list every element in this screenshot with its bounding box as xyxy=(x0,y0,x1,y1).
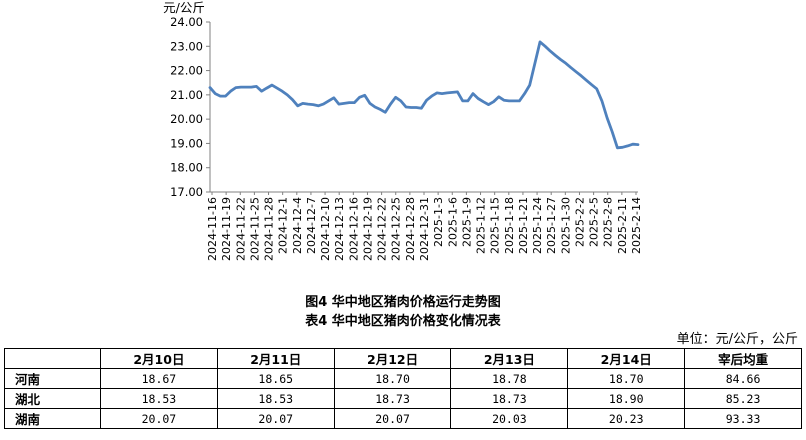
x-tick-label: 2025-1-27 xyxy=(545,197,558,254)
price-table: 2月10日 2月11日 2月12日 2月13日 2月14日 宰后均重 河南 18… xyxy=(4,348,802,429)
header-cell xyxy=(4,348,101,369)
x-tick-label: 2025-1-6 xyxy=(446,197,459,247)
weight-cell: 85.23 xyxy=(684,388,802,409)
x-tick-label: 2024-11-19 xyxy=(220,197,233,261)
y-tick-label: 19.00 xyxy=(170,136,203,150)
price-cell: 18.73 xyxy=(333,388,452,409)
x-tick-label: 2024-12-10 xyxy=(319,197,332,261)
y-tick-label: 24.00 xyxy=(170,15,203,29)
x-tick-label: 2024-12-16 xyxy=(347,197,360,261)
price-cell: 18.67 xyxy=(100,368,218,389)
price-cell: 20.07 xyxy=(216,408,335,429)
x-tick-label: 2024-11-28 xyxy=(263,197,276,261)
table-header-row: 2月10日 2月11日 2月12日 2月13日 2月14日 宰后均重 xyxy=(4,348,802,369)
province-name: 湖南 xyxy=(4,408,101,429)
price-cell: 18.53 xyxy=(216,388,335,409)
weight-cell: 84.66 xyxy=(684,368,802,389)
x-tick-label: 2024-12-28 xyxy=(404,197,417,261)
x-tick-label: 2024-11-22 xyxy=(234,197,247,261)
x-tick-label: 2025-1-12 xyxy=(475,197,488,254)
province-name: 湖北 xyxy=(4,388,101,409)
y-tick-label: 17.00 xyxy=(170,185,203,199)
price-cell: 18.90 xyxy=(567,388,686,409)
header-cell: 2月14日 xyxy=(567,348,686,369)
x-tick-label: 2025-2-11 xyxy=(616,197,629,254)
price-cell: 18.70 xyxy=(567,368,686,389)
y-tick-label: 21.00 xyxy=(170,88,203,102)
x-tick-label: 2024-12-25 xyxy=(390,197,403,261)
price-cell: 18.65 xyxy=(216,368,335,389)
y-tick-label: 20.00 xyxy=(170,112,203,126)
x-tick-label: 2024-11-16 xyxy=(206,197,219,261)
table-row: 河南 18.67 18.65 18.70 18.78 18.70 84.66 xyxy=(4,368,802,389)
x-tick-label: 2025-1-15 xyxy=(489,197,502,254)
price-cell: 20.07 xyxy=(333,408,452,429)
x-tick-label: 2024-12-1 xyxy=(277,197,290,254)
x-tick-label: 2025-1-3 xyxy=(432,197,445,247)
x-tick-label: 2025-1-18 xyxy=(503,197,516,254)
price-series-line xyxy=(208,40,640,150)
x-tick-label: 2024-11-25 xyxy=(248,197,261,261)
x-tick-label: 2024-12-19 xyxy=(361,197,374,261)
header-cell: 2月13日 xyxy=(450,348,569,369)
province-name: 河南 xyxy=(4,368,101,389)
y-tick-label: 22.00 xyxy=(170,64,203,78)
table-row: 湖南 20.07 20.07 20.07 20.03 20.23 93.33 xyxy=(4,408,802,429)
weight-cell: 93.33 xyxy=(684,408,802,429)
price-cell: 20.23 xyxy=(567,408,686,429)
x-tick-label: 2025-2-8 xyxy=(602,197,615,247)
price-cell: 20.07 xyxy=(100,408,218,429)
price-trend-chart: 17.00 18.00 19.00 20.00 21.00 22.00 23.00 24.00… xyxy=(163,0,643,261)
price-cell: 18.53 xyxy=(100,388,218,409)
figure-caption: 图4 华中地区猪肉价格运行走势图 xyxy=(305,295,501,310)
table-row: 湖北 18.53 18.53 18.73 18.73 18.90 85.23 xyxy=(4,388,802,409)
unit-note: 单位：元/公斤，公斤 xyxy=(676,332,798,347)
price-cell: 18.70 xyxy=(333,368,452,389)
x-tick-label: 2025-1-21 xyxy=(517,197,530,254)
header-cell: 2月10日 xyxy=(100,348,218,369)
y-tick-label: 23.00 xyxy=(170,39,203,53)
x-tick-label: 2024-12-4 xyxy=(291,197,304,254)
y-axis-label: 元/公斤 xyxy=(163,0,205,15)
x-tick-label: 2025-2-5 xyxy=(588,197,601,247)
x-tick-label: 2025-1-24 xyxy=(531,197,544,254)
price-cell: 18.73 xyxy=(450,388,569,409)
x-tick-label: 2025-2-2 xyxy=(573,197,586,247)
price-cell: 18.78 xyxy=(450,368,569,389)
x-tick-label: 2024-12-31 xyxy=(418,197,431,261)
x-tick-label: 2024-12-7 xyxy=(305,197,318,254)
x-tick-label: 2024-12-13 xyxy=(333,197,346,261)
y-tick-label: 18.00 xyxy=(170,161,203,175)
price-cell: 20.03 xyxy=(450,408,569,429)
x-tick-label: 2024-12-22 xyxy=(376,197,389,261)
header-cell: 宰后均重 xyxy=(684,348,802,369)
x-tick-label: 2025-1-9 xyxy=(460,197,473,247)
header-cell: 2月12日 xyxy=(333,348,452,369)
header-cell: 2月11日 xyxy=(216,348,335,369)
table-caption: 表4 华中地区猪肉价格变化情况表 xyxy=(305,314,501,329)
x-tick-label: 2025-1-30 xyxy=(559,197,572,254)
x-tick-label: 2025-2-14 xyxy=(630,197,643,254)
